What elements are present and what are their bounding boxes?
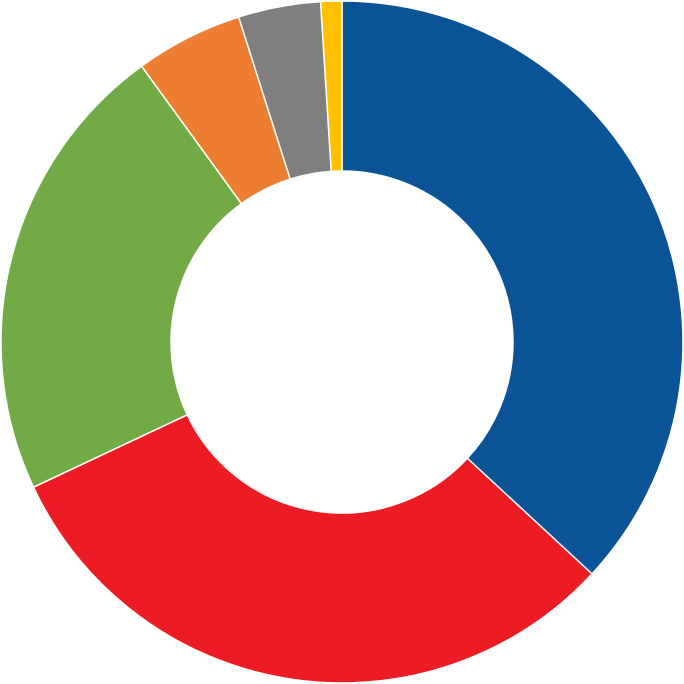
donut-slice bbox=[341, 0, 684, 575]
donut-slice bbox=[319, 0, 343, 173]
donut-slice bbox=[32, 413, 594, 684]
donut-slice bbox=[0, 65, 243, 489]
